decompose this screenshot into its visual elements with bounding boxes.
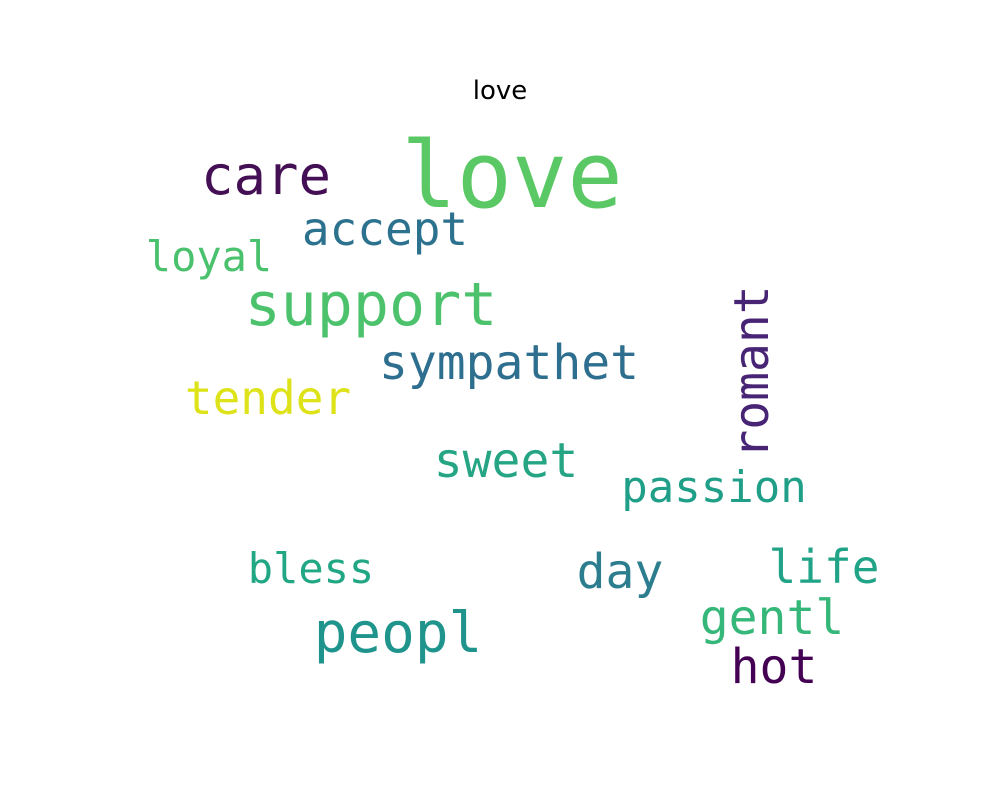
word-passion: passion bbox=[621, 462, 807, 513]
word-loyal: loyal bbox=[145, 232, 273, 281]
word-day: day bbox=[576, 544, 664, 600]
word-peopl: peopl bbox=[313, 601, 483, 666]
word-sweet: sweet bbox=[433, 433, 579, 489]
word-life: life bbox=[768, 540, 880, 594]
word-tender: tender bbox=[184, 371, 352, 425]
word-accept: accept bbox=[301, 202, 469, 256]
figure-title: love bbox=[472, 76, 528, 106]
word-sympathet: sympathet bbox=[378, 335, 640, 391]
word-romant: romant bbox=[724, 285, 780, 459]
word-bless: bless bbox=[247, 544, 375, 593]
word-gentl: gentl bbox=[699, 590, 845, 646]
word-support: support bbox=[244, 270, 498, 340]
word-hot: hot bbox=[730, 639, 818, 695]
word-love: love bbox=[401, 122, 623, 229]
word-care: care bbox=[200, 144, 332, 207]
